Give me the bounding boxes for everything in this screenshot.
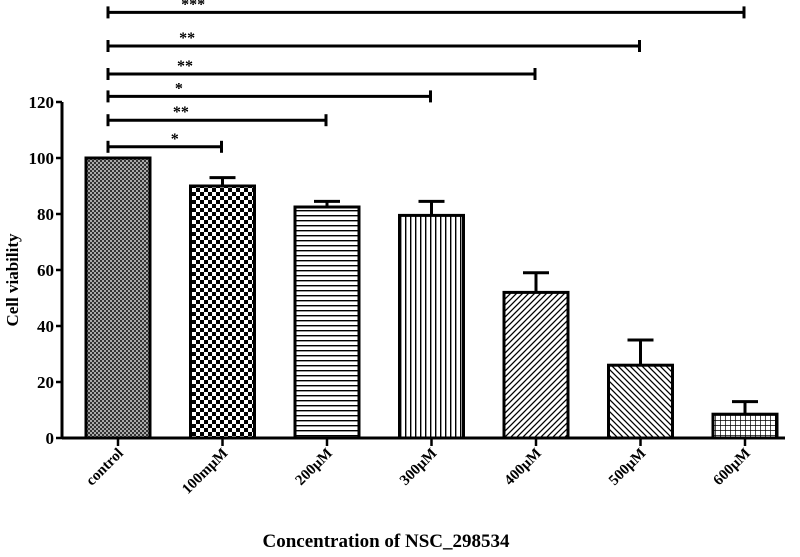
bar-1	[189, 184, 256, 440]
significance-label: *	[175, 80, 183, 97]
x-tick-label: 100mμM	[179, 446, 231, 498]
bar-6	[711, 412, 779, 440]
significance-label: *	[171, 131, 179, 148]
y-tick-label: 0	[46, 429, 55, 448]
x-axis-label: Concentration of NSC_298534	[263, 531, 510, 552]
x-tick-label: 300μM	[397, 446, 440, 489]
bar-0	[84, 156, 152, 440]
x-tick-label: 400μM	[502, 446, 545, 489]
significance-label: ***	[181, 0, 205, 13]
significance-label: **	[177, 58, 193, 75]
y-tick-label: 100	[29, 149, 55, 168]
y-tick-label: 60	[37, 261, 54, 280]
bar-4	[502, 290, 570, 440]
significance-label: **	[173, 104, 189, 121]
bar-2	[293, 205, 361, 440]
x-tick-label: control	[83, 446, 127, 490]
y-tick-label: 20	[37, 373, 54, 392]
x-tick-label: 200μM	[293, 446, 336, 489]
y-tick-label: 40	[37, 317, 54, 336]
bar-5	[607, 363, 674, 440]
x-tick-label: 500μM	[606, 446, 649, 489]
y-tick-label: 80	[37, 205, 54, 224]
significance-label: **	[179, 30, 195, 47]
y-axis-label: Cell viability	[3, 233, 22, 327]
y-tick-label: 120	[29, 93, 55, 112]
bar-3	[398, 213, 465, 440]
x-tick-label: 600μM	[711, 446, 754, 489]
